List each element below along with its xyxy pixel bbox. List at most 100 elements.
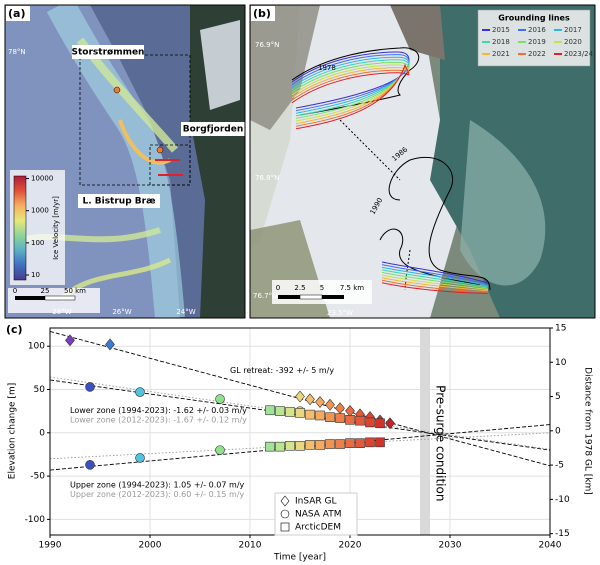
annotation: Lower zone (2012-2023): -1.67 +/- 0.12 m… bbox=[70, 415, 247, 424]
point bbox=[335, 439, 345, 449]
point bbox=[285, 440, 295, 451]
y-tick-label: 0 bbox=[39, 428, 45, 438]
legend-label: NASA ATM bbox=[295, 510, 342, 520]
y2-tick-label: 5 bbox=[555, 392, 561, 402]
point bbox=[305, 440, 315, 450]
lon-label: 23.5°W bbox=[327, 309, 353, 317]
lon-label: 24°W bbox=[176, 308, 195, 316]
y2-tick-label: 15 bbox=[555, 324, 566, 334]
frame bbox=[249, 4, 596, 319]
point bbox=[105, 338, 115, 351]
legend-label: 2020 bbox=[564, 38, 582, 46]
colorbar-tick-label: 10 bbox=[31, 271, 40, 279]
legend-label: 2022 bbox=[528, 50, 546, 58]
x-axis-label: Time [year] bbox=[273, 553, 326, 563]
point bbox=[365, 437, 375, 448]
y-tick-label: -100 bbox=[25, 515, 46, 525]
fit-line bbox=[49, 432, 551, 460]
grounding-line bbox=[291, 61, 410, 119]
y-tick-label: 50 bbox=[34, 385, 46, 395]
point bbox=[345, 438, 355, 448]
lon-label: 28°W bbox=[52, 308, 71, 316]
colorbar-tick-label: 100 bbox=[31, 239, 44, 247]
point bbox=[325, 412, 335, 423]
place-label: Borgfjorden bbox=[183, 125, 244, 135]
legend-label: InSAR GL bbox=[295, 497, 337, 507]
panel-label: (a) bbox=[8, 7, 25, 20]
grounding-line bbox=[381, 266, 489, 287]
x-tick-label: 2040 bbox=[539, 541, 562, 551]
point bbox=[265, 441, 275, 452]
annotation: GL retreat: -392 +/- 5 m/y bbox=[230, 366, 334, 375]
grounding-line bbox=[291, 51, 410, 109]
y2-tick-label: 10 bbox=[555, 358, 567, 368]
point bbox=[335, 413, 345, 423]
legend-label: 2015 bbox=[492, 26, 510, 34]
scale-label: 5 bbox=[320, 284, 324, 292]
scale-label: 50 km bbox=[64, 287, 86, 295]
grounding-line bbox=[291, 54, 410, 112]
lon-label: 26°W bbox=[112, 308, 131, 316]
point bbox=[285, 407, 295, 417]
point bbox=[135, 453, 145, 463]
point bbox=[65, 334, 75, 347]
legend-label: 2023/24 bbox=[564, 50, 594, 58]
point bbox=[345, 415, 355, 425]
point bbox=[305, 409, 315, 420]
legend-marker bbox=[280, 509, 290, 519]
y2-tick-label: -5 bbox=[555, 461, 564, 471]
place-label: L. Bistrup Bræ bbox=[82, 197, 155, 207]
grounding-line bbox=[291, 64, 410, 122]
colorbar-tick-label: 10000 bbox=[31, 175, 53, 183]
grounding-line bbox=[291, 59, 410, 117]
scale-label: 7.5 km bbox=[340, 284, 364, 292]
point bbox=[315, 410, 325, 421]
legend-label: 2017 bbox=[564, 26, 582, 34]
point bbox=[295, 408, 305, 418]
grounding-line bbox=[291, 56, 410, 114]
line-label: 1978 bbox=[318, 64, 336, 72]
point bbox=[275, 406, 285, 416]
point bbox=[265, 405, 275, 416]
lat-label: 76.8°N bbox=[255, 174, 279, 182]
grounding-line bbox=[291, 63, 410, 130]
point bbox=[305, 393, 315, 406]
point bbox=[315, 440, 325, 450]
y-tick-label: 100 bbox=[28, 342, 45, 352]
annotation: Lower zone (1994-2023): -1.62 +/- 0.03 m… bbox=[70, 406, 247, 415]
legend-label: ArcticDEM bbox=[295, 523, 341, 533]
point bbox=[375, 418, 385, 429]
scale-label: 0 bbox=[13, 287, 17, 295]
lat-label: 78°N bbox=[8, 48, 26, 56]
legend-title: Grounding lines bbox=[498, 14, 570, 23]
point bbox=[355, 438, 365, 448]
x-tick-label: 2030 bbox=[439, 541, 462, 551]
annotation: Upper zone (2012-2023): 0.60 +/- 0.15 m/… bbox=[70, 490, 245, 499]
scale-label: 2.5 bbox=[294, 284, 305, 292]
point bbox=[215, 445, 225, 455]
point bbox=[385, 417, 395, 430]
scale-label: 25 bbox=[41, 287, 50, 295]
annotation: Upper zone (1994-2023): 1.05 +/- 0.07 m/… bbox=[70, 480, 245, 489]
grounding-line bbox=[381, 282, 489, 294]
grounding-line bbox=[381, 261, 489, 284]
legend-label: 2019 bbox=[528, 38, 546, 46]
frame bbox=[4, 4, 246, 319]
x-tick-label: 2000 bbox=[139, 541, 162, 551]
point bbox=[325, 398, 335, 411]
point bbox=[275, 441, 285, 452]
legend-label: 2016 bbox=[528, 26, 546, 34]
point bbox=[215, 394, 225, 404]
map-a: 10 100 1000 10000 Ice Velocity [m/yr] 0 25 5… bbox=[5, 5, 245, 318]
panel-label: (b) bbox=[253, 7, 271, 20]
scale-label: 0 bbox=[276, 284, 280, 292]
point bbox=[135, 387, 145, 397]
x-tick-label: 1990 bbox=[39, 541, 62, 551]
point bbox=[375, 437, 385, 448]
annotation: Pre-surge condition bbox=[434, 385, 448, 501]
y-tick-label: -50 bbox=[30, 472, 45, 482]
point bbox=[325, 439, 335, 449]
lat-label: 76.9°N bbox=[255, 41, 279, 49]
point bbox=[365, 417, 375, 428]
